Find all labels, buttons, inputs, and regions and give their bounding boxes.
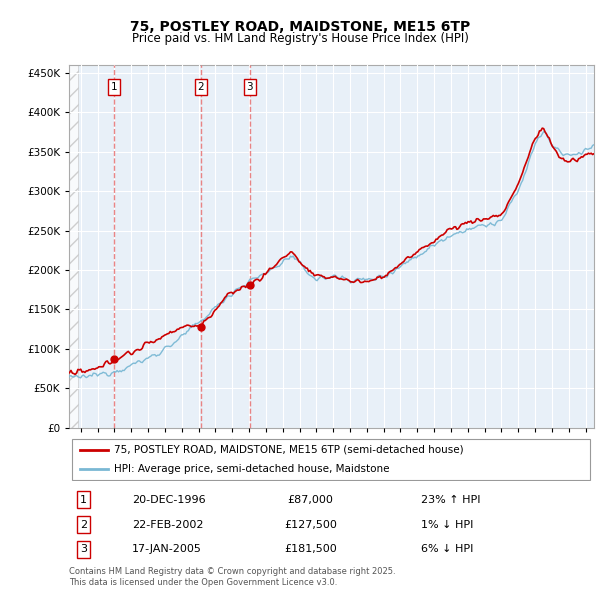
Text: £87,000: £87,000 [287,494,334,504]
Text: 3: 3 [80,545,87,555]
Text: 17-JAN-2005: 17-JAN-2005 [132,545,202,555]
Text: 2: 2 [80,520,87,529]
FancyBboxPatch shape [71,439,590,480]
Text: 22-FEB-2002: 22-FEB-2002 [132,520,203,529]
Text: Price paid vs. HM Land Registry's House Price Index (HPI): Price paid vs. HM Land Registry's House … [131,32,469,45]
Text: £181,500: £181,500 [284,545,337,555]
Text: 75, POSTLEY ROAD, MAIDSTONE, ME15 6TP: 75, POSTLEY ROAD, MAIDSTONE, ME15 6TP [130,19,470,34]
Text: 1: 1 [80,494,87,504]
Text: 6% ↓ HPI: 6% ↓ HPI [421,545,473,555]
Text: 23% ↑ HPI: 23% ↑ HPI [421,494,480,504]
Bar [69,65,78,428]
Text: £127,500: £127,500 [284,520,337,529]
Text: Contains HM Land Registry data © Crown copyright and database right 2025.
This d: Contains HM Land Registry data © Crown c… [69,568,395,586]
Text: 75, POSTLEY ROAD, MAIDSTONE, ME15 6TP (semi-detached house): 75, POSTLEY ROAD, MAIDSTONE, ME15 6TP (s… [113,445,463,455]
Text: 1% ↓ HPI: 1% ↓ HPI [421,520,473,529]
Text: HPI: Average price, semi-detached house, Maidstone: HPI: Average price, semi-detached house,… [113,464,389,474]
Text: 2: 2 [197,82,204,92]
Text: 3: 3 [247,82,253,92]
Text: 20-DEC-1996: 20-DEC-1996 [132,494,206,504]
Text: 1: 1 [110,82,117,92]
